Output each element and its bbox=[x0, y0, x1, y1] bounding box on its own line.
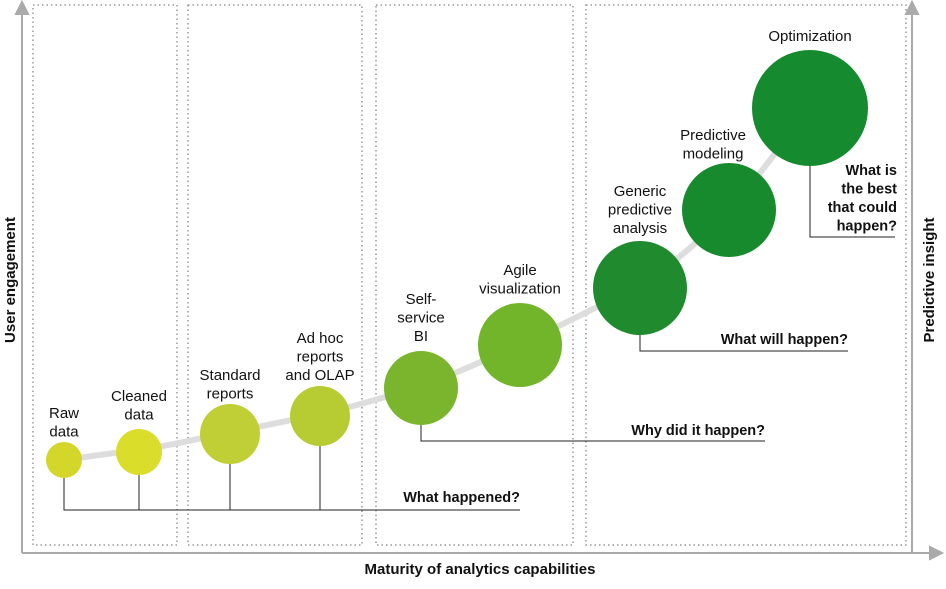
nodes bbox=[46, 50, 868, 478]
node-circle bbox=[116, 429, 162, 475]
question-label: What is bbox=[845, 163, 897, 179]
node-label: modeling bbox=[683, 145, 744, 162]
node-circle bbox=[478, 303, 562, 387]
node-label: Raw bbox=[49, 405, 79, 422]
node-label: reports bbox=[207, 385, 254, 402]
question-label: Why did it happen? bbox=[631, 423, 765, 439]
node-label: Ad hoc bbox=[297, 330, 344, 347]
node-circle bbox=[290, 386, 350, 446]
node-circle bbox=[200, 404, 260, 464]
node-label: BI bbox=[414, 328, 428, 345]
connectors bbox=[63, 166, 895, 511]
axes bbox=[14, 0, 945, 561]
node-circle bbox=[593, 241, 687, 335]
node-label: predictive bbox=[608, 201, 672, 218]
node-circle bbox=[682, 163, 776, 257]
node-label: Self- bbox=[406, 291, 437, 308]
x-axis-label: Maturity of analytics capabilities bbox=[365, 561, 596, 578]
node-label: Cleaned bbox=[111, 388, 167, 405]
node-label: Optimization bbox=[768, 28, 851, 45]
question-label: the best bbox=[841, 181, 897, 197]
node-circle bbox=[752, 50, 868, 166]
node-label: reports bbox=[297, 348, 344, 365]
phase-boxes bbox=[32, 4, 907, 546]
node-label: analysis bbox=[613, 220, 667, 237]
y-axis-label: User engagement bbox=[2, 217, 19, 343]
question-label: What happened? bbox=[403, 490, 520, 506]
y2-axis-label: Predictive insight bbox=[921, 217, 938, 342]
node-label: Predictive bbox=[680, 127, 746, 144]
node-label: data bbox=[124, 406, 154, 423]
question-label: that could bbox=[828, 200, 897, 216]
question-label: happen? bbox=[837, 218, 898, 234]
node-circle bbox=[46, 442, 82, 478]
node-label: Agile bbox=[503, 262, 536, 279]
node-label: Generic bbox=[614, 183, 667, 200]
question-label: What will happen? bbox=[721, 332, 848, 348]
node-label: data bbox=[49, 423, 79, 440]
node-label: service bbox=[397, 309, 445, 326]
node-circle bbox=[384, 351, 458, 425]
node-label: and OLAP bbox=[285, 367, 354, 384]
node-label: Standard bbox=[200, 367, 261, 384]
node-label: visualization bbox=[479, 280, 561, 297]
